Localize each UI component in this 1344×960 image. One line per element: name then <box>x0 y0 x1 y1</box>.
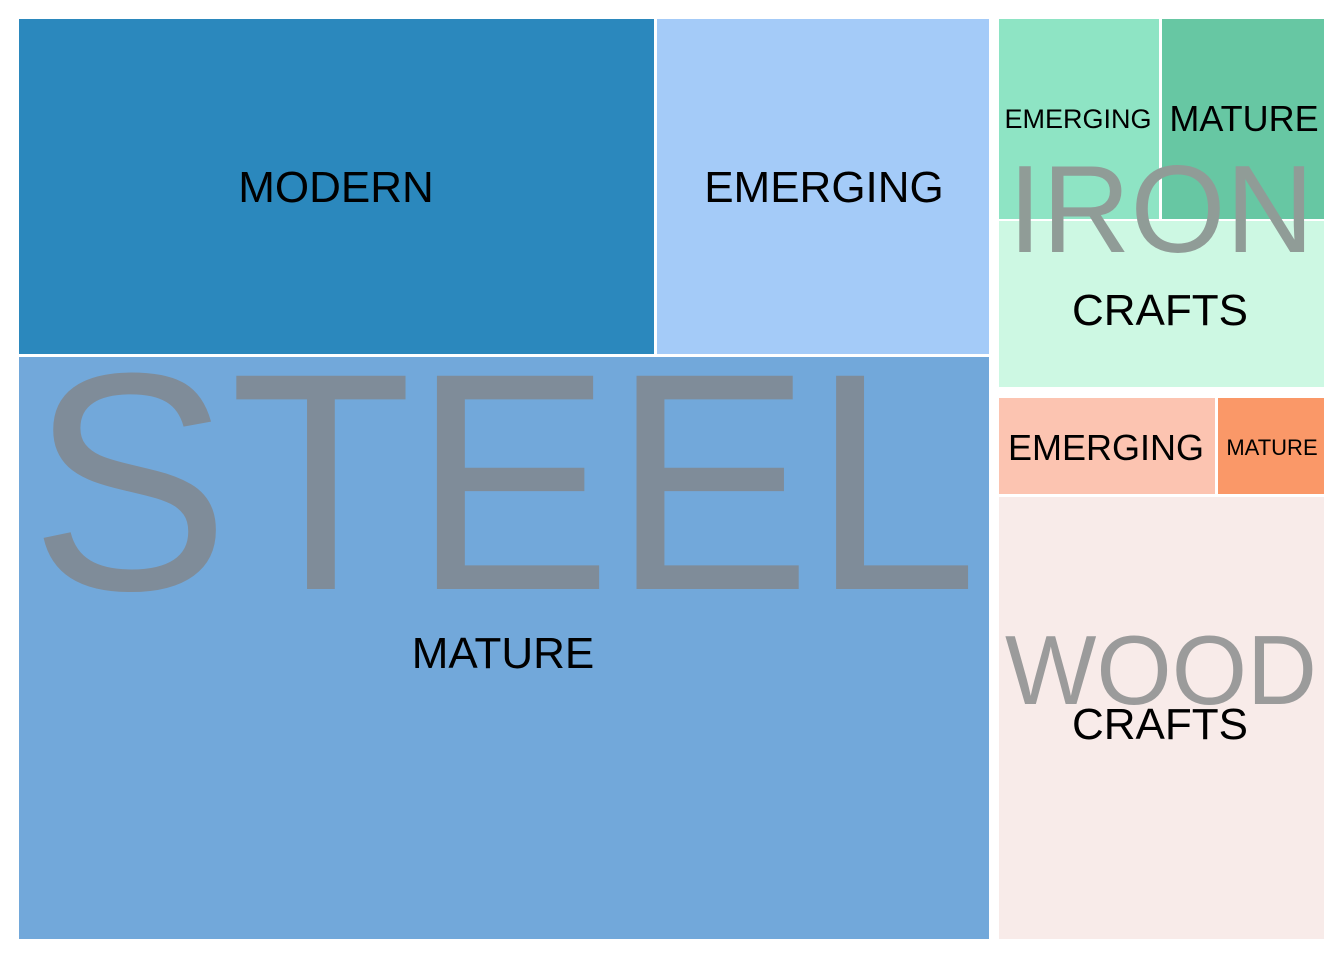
group-label-steel: STEEL <box>30 308 978 655</box>
tile-label: MATURE <box>412 629 595 678</box>
tile-steel-emerging: EMERGING <box>655 17 991 356</box>
tile-label: MATURE <box>1169 98 1318 139</box>
tile-label: EMERGING <box>1008 427 1204 468</box>
tile-rect <box>17 355 991 941</box>
tile-wood-emerging: EMERGING <box>997 396 1217 496</box>
tile-steel-mature: MATURE <box>17 355 991 941</box>
tile-rect <box>1216 396 1326 496</box>
group-label-iron: IRON <box>1008 141 1314 279</box>
tile-iron-crafts: CRAFTS <box>997 219 1326 389</box>
tile-label: CRAFTS <box>1072 700 1248 749</box>
tile-rect <box>997 495 1326 941</box>
tile-steel-modern: MODERN <box>17 17 656 356</box>
tile-label: MATURE <box>1226 435 1317 460</box>
group-iron: EMERGING MATURE CRAFTS IRON <box>997 17 1326 389</box>
group-label-wood: WOOD <box>1005 615 1317 725</box>
tile-label: CRAFTS <box>1072 286 1248 335</box>
tile-rect <box>997 396 1217 496</box>
tile-iron-mature: MATURE <box>1160 17 1326 221</box>
tile-wood-crafts: CRAFTS <box>997 495 1326 941</box>
group-steel: MODERN EMERGING MATURE STEEL <box>17 17 991 941</box>
tile-label: EMERGING <box>704 163 944 212</box>
tile-label: EMERGING <box>1004 104 1151 134</box>
tile-label: MODERN <box>238 163 434 212</box>
tile-rect <box>997 219 1326 389</box>
group-wood: EMERGING MATURE CRAFTS WOOD <box>997 396 1326 941</box>
tile-rect <box>997 17 1161 221</box>
tile-rect <box>17 17 656 356</box>
tile-rect <box>655 17 991 356</box>
tile-iron-emerging: EMERGING <box>997 17 1161 221</box>
tile-wood-mature: MATURE <box>1216 396 1326 496</box>
